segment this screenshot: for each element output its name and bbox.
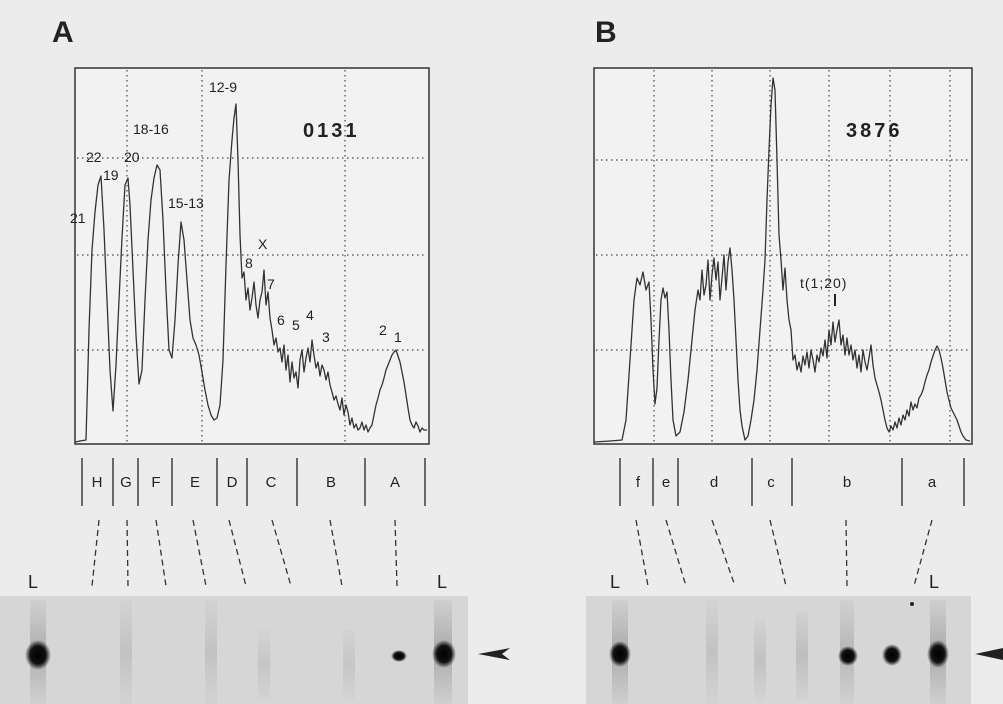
peak-label-18-16: 18-16 bbox=[133, 121, 169, 137]
peak-label-1: 1 bbox=[394, 329, 402, 345]
panel-a-band-labels: H G F E D C B A bbox=[92, 474, 400, 491]
gel-spot bbox=[927, 640, 949, 668]
peak-label-19: 19 bbox=[103, 167, 119, 183]
band-label-g: G bbox=[120, 474, 132, 491]
peak-label-15-13: 15-13 bbox=[168, 195, 204, 211]
panel-a: A 0131 22 19 20 18-16 21 15-13 12-9 X 8 bbox=[0, 16, 510, 704]
peak-label-7: 7 bbox=[267, 276, 275, 292]
panel-b-lane-connectors bbox=[635, 519, 933, 587]
peak-label-22: 22 bbox=[86, 149, 102, 165]
peak-label-5: 5 bbox=[292, 317, 300, 333]
panel-a-lane-connectors bbox=[91, 519, 398, 587]
panel-b-sample-id: 3876 bbox=[846, 120, 903, 142]
panel-a-letter: A bbox=[52, 16, 74, 49]
band-label-b: B bbox=[326, 474, 336, 491]
peak-label-8: 8 bbox=[245, 255, 253, 271]
panel-a-band-dividers bbox=[81, 458, 426, 506]
gel-spot bbox=[432, 640, 456, 668]
panel-b-lane-marker-left: L bbox=[610, 572, 620, 592]
peak-label-4: 4 bbox=[306, 307, 314, 323]
band-label-c: c bbox=[767, 474, 775, 491]
gel-speck bbox=[910, 602, 914, 606]
peak-label-x: X bbox=[258, 236, 268, 252]
peak-label-12-9: 12-9 bbox=[209, 79, 237, 95]
band-label-e: E bbox=[190, 474, 200, 491]
panel-a-sample-id: 0131 bbox=[303, 120, 360, 142]
panel-b-lane-marker-right: L bbox=[929, 572, 939, 592]
panel-a-peak-labels: 22 19 20 18-16 21 15-13 12-9 X 8 7 6 5 4… bbox=[70, 79, 402, 345]
peak-label-2: 2 bbox=[379, 322, 387, 338]
panel-a-gel bbox=[0, 596, 510, 704]
band-label-h: H bbox=[92, 474, 103, 491]
band-label-a: A bbox=[390, 474, 400, 491]
panel-b-translocation-label: t(1;20) bbox=[800, 275, 847, 291]
panel-a-plot-frame bbox=[74, 67, 430, 445]
panel-b: B 3876 t(1;20) f e bbox=[586, 16, 1003, 704]
panel-b-plot-frame bbox=[593, 67, 973, 445]
band-label-f: F bbox=[151, 474, 160, 491]
gel-spot bbox=[391, 650, 407, 662]
band-label-a: a bbox=[928, 474, 937, 491]
band-label-f: f bbox=[636, 474, 641, 491]
peak-label-3: 3 bbox=[322, 329, 330, 345]
panel-a-arrowhead bbox=[478, 648, 510, 660]
panel-b-trace bbox=[593, 77, 971, 443]
panel-b-band-labels: f e d c b a bbox=[636, 474, 937, 491]
gel-spot bbox=[609, 641, 631, 667]
band-label-e: e bbox=[662, 474, 670, 491]
panel-a-trace bbox=[74, 103, 427, 443]
peak-label-21: 21 bbox=[70, 210, 86, 226]
gel-spot bbox=[25, 640, 51, 670]
peak-label-6: 6 bbox=[277, 312, 285, 328]
peak-label-20: 20 bbox=[124, 149, 140, 165]
band-label-d: d bbox=[710, 474, 718, 491]
panel-a-grid bbox=[77, 70, 427, 442]
band-label-b: b bbox=[843, 474, 851, 491]
band-label-d: D bbox=[227, 474, 238, 491]
gel-spot bbox=[838, 646, 858, 666]
panel-b-gel bbox=[586, 596, 1003, 704]
gel-spot bbox=[882, 644, 902, 666]
panel-b-band-dividers bbox=[619, 458, 965, 506]
panel-a-lane-marker-right: L bbox=[437, 572, 447, 592]
panel-a-lane-marker-left: L bbox=[28, 572, 38, 592]
band-label-c: C bbox=[266, 474, 277, 491]
panel-b-arrowhead bbox=[975, 648, 1003, 660]
panel-b-letter: B bbox=[595, 16, 617, 49]
